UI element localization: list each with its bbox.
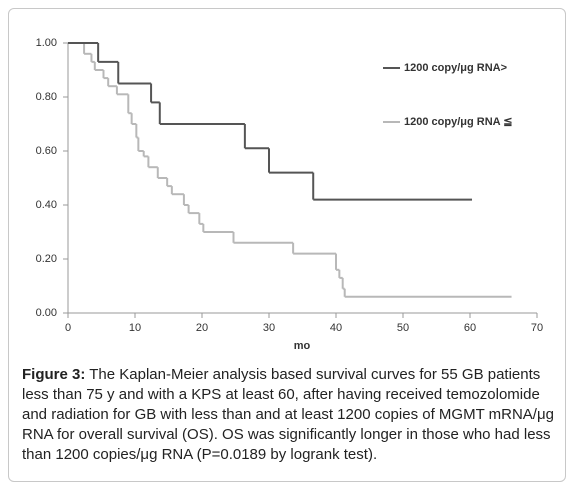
caption: Figure 3: The Kaplan-Meier analysis base…	[22, 365, 557, 465]
x-tick-label: 40	[330, 322, 342, 334]
x-tick-label: 60	[464, 322, 476, 334]
y-tick-label: 0.60	[36, 145, 57, 157]
y-tick-label: 1.00	[36, 37, 57, 49]
y-tick-label: 0.00	[36, 307, 57, 319]
x-tick-label: 10	[129, 322, 141, 334]
x-tick-label: 20	[196, 322, 208, 334]
figure-frame	[8, 8, 566, 482]
x-tick-label: 30	[263, 322, 275, 334]
y-tick-label: 0.80	[36, 91, 57, 103]
chart: mo 0.00 0.20 0.40 0.60 0.80 1.00 0 10 20 30 40 50 60…	[36, 37, 544, 352]
y-tick-label: 0.40	[36, 199, 57, 211]
x-tick-label: 50	[397, 322, 409, 334]
x-tick-label: 70	[531, 322, 543, 334]
x-tick-label: 0	[65, 322, 71, 334]
y-tick-label: 0.20	[36, 253, 57, 265]
caption-text: The Kaplan-Meier analysis based survival…	[22, 366, 554, 463]
legend-label: 1200 copy/μg RNA ≦	[404, 116, 512, 128]
legend-label: 1200 copy/μg RNA>	[404, 62, 507, 74]
caption-label: Figure 3:	[22, 366, 86, 383]
x-axis-label: mo	[294, 340, 311, 352]
